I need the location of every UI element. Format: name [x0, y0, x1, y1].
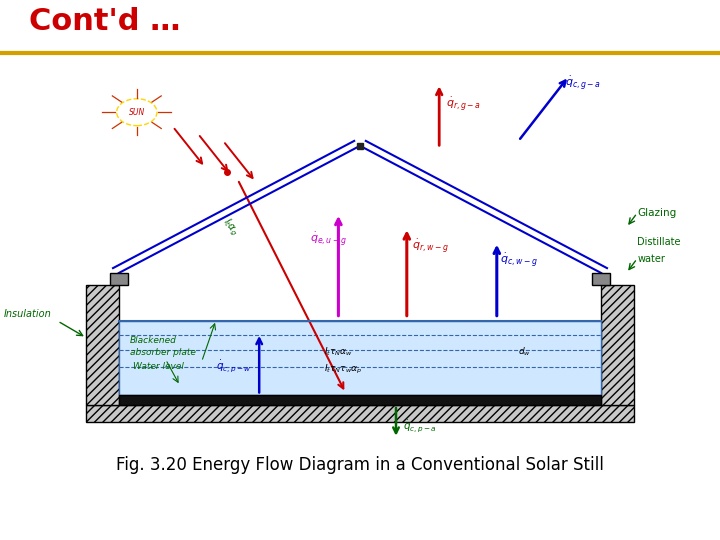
Text: AAiT: AAiT — [13, 514, 45, 527]
Text: Distillate: Distillate — [637, 237, 680, 247]
Text: $I_t \alpha_g$: $I_t \alpha_g$ — [219, 216, 242, 239]
Text: Fig. 3.20 Energy Flow Diagram in a Conventional Solar Still: Fig. 3.20 Energy Flow Diagram in a Conve… — [116, 456, 604, 474]
Text: $I_t \tau_N \tau_w \alpha_p$: $I_t \tau_N \tau_w \alpha_p$ — [324, 363, 362, 376]
Text: $\dot{q}_{c,w-g}$: $\dot{q}_{c,w-g}$ — [500, 252, 539, 269]
Text: $\dot{q}_{r,w-g}$: $\dot{q}_{r,w-g}$ — [412, 237, 449, 255]
Text: Glazing: Glazing — [637, 208, 677, 218]
Text: $d_w$: $d_w$ — [518, 346, 531, 358]
Bar — [86, 405, 634, 422]
Text: $I_t \tau_N \alpha_w$: $I_t \tau_N \alpha_w$ — [324, 346, 353, 358]
Text: Blackened: Blackened — [130, 335, 176, 345]
Bar — [109, 273, 128, 285]
Text: $\dot{q}_{c,g-a}$: $\dot{q}_{c,g-a}$ — [565, 74, 601, 92]
Text: Insulation: Insulation — [4, 309, 51, 319]
Text: SUN: SUN — [129, 107, 145, 117]
Bar — [593, 273, 611, 285]
Text: absorber plate: absorber plate — [130, 348, 195, 356]
Bar — [119, 395, 601, 405]
Text: 82: 82 — [683, 514, 699, 527]
Text: $\dot{q}_{e,u-g}$: $\dot{q}_{e,u-g}$ — [310, 230, 346, 248]
Bar — [601, 285, 634, 405]
Text: $\dot{q}_{r,g-a}$: $\dot{q}_{r,g-a}$ — [446, 96, 482, 113]
Text: water: water — [637, 254, 665, 264]
Text: $\dot{q}_{c,p-w}$: $\dot{q}_{c,p-w}$ — [216, 358, 252, 374]
Text: Cont'd …: Cont'd … — [29, 7, 180, 36]
Bar — [119, 321, 601, 395]
Text: $\dot{q}_{c,p-a}$: $\dot{q}_{c,p-a}$ — [403, 418, 437, 434]
Text: School of Mechanical and Industrial Engineering - SMIE: School of Mechanical and Industrial Engi… — [188, 514, 532, 527]
Bar — [86, 285, 119, 405]
Text: Water level: Water level — [133, 362, 184, 371]
